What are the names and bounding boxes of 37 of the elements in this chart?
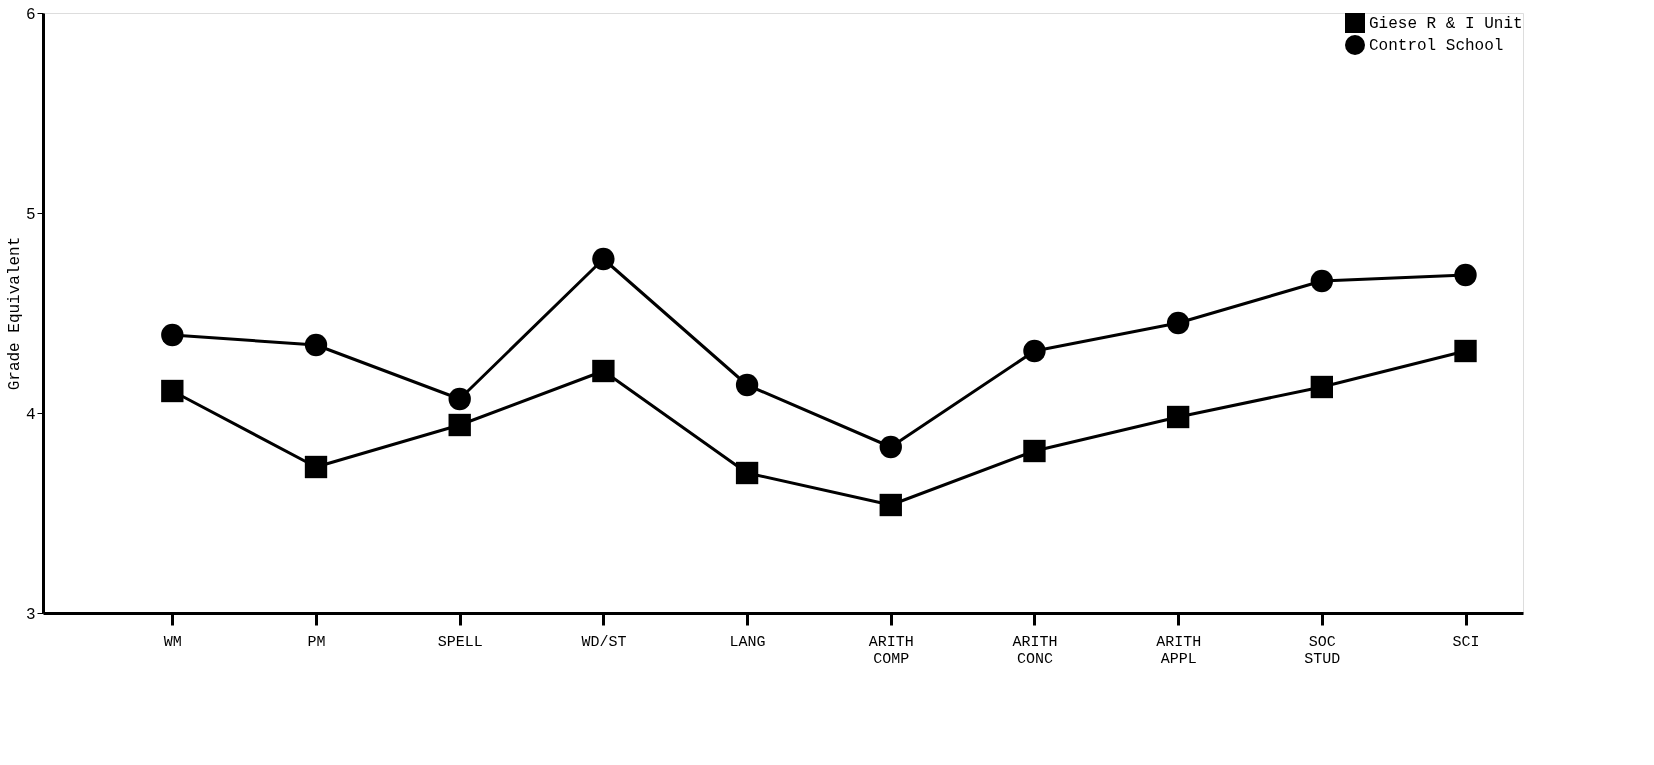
x-tick-label: PM	[307, 633, 326, 651]
x-tick-label: WM	[163, 633, 182, 651]
legend-label: Control School	[1369, 37, 1504, 55]
point	[1166, 311, 1190, 335]
point	[1310, 269, 1334, 293]
x-tick-label: SOC STUD	[1304, 633, 1341, 668]
y-tick-label: 5	[25, 205, 36, 224]
point	[161, 379, 184, 403]
point	[1166, 405, 1190, 429]
x-tick-label: SCI	[1452, 633, 1480, 651]
point	[1310, 375, 1334, 399]
point	[1454, 339, 1477, 363]
x-tick-label: ARITH CONC	[1012, 633, 1058, 668]
point	[1023, 339, 1046, 363]
x-tick-label: WD/ST	[581, 633, 627, 651]
x-tick-label: SPELL	[437, 633, 483, 651]
legend-label: Giese R & I Unit	[1369, 15, 1523, 33]
point	[448, 387, 471, 411]
y-tick-label: 6	[25, 5, 36, 24]
point	[735, 373, 759, 397]
point	[735, 461, 759, 485]
point	[1023, 439, 1046, 463]
y-axis-title: Grade Equivalent	[5, 236, 24, 391]
point	[1454, 263, 1477, 287]
point	[592, 359, 615, 383]
point	[161, 323, 184, 347]
point	[304, 333, 328, 357]
x-tick-label: LANG	[729, 633, 766, 651]
point	[448, 413, 471, 437]
y-tick-label: 3	[25, 605, 36, 624]
y-tick-label: 4	[25, 405, 36, 424]
point	[879, 435, 902, 459]
x-tick-label: ARITH COMP	[868, 633, 914, 668]
point	[879, 493, 902, 517]
x-tick-label: ARITH APPL	[1156, 633, 1202, 668]
point	[304, 455, 328, 479]
point	[592, 247, 615, 271]
